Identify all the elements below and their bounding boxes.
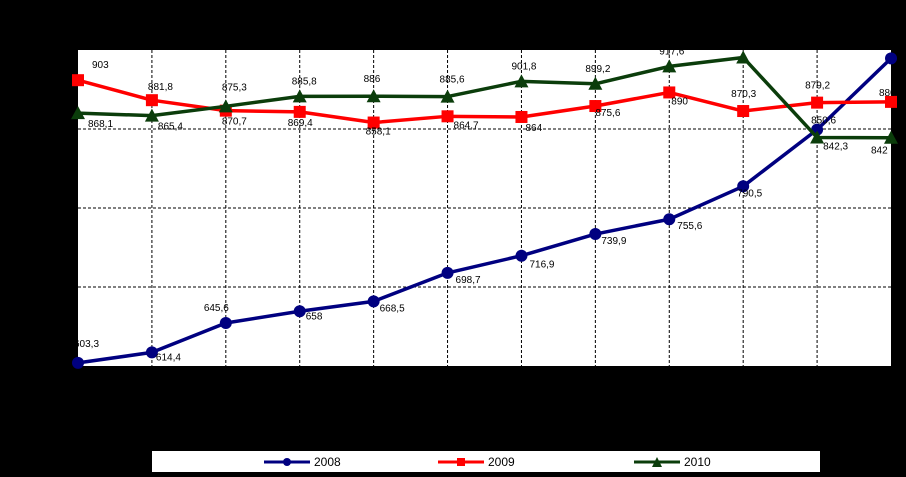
data-point-2008 bbox=[885, 52, 897, 65]
data-point-2010 bbox=[144, 108, 159, 122]
legend-item-2010: 2010 bbox=[634, 451, 711, 472]
data-point-2008 bbox=[145, 346, 158, 359]
data-point-2008 bbox=[737, 180, 750, 193]
data-label-2008: 716,9 bbox=[529, 260, 554, 271]
data-label-2008: 850,6 bbox=[811, 116, 836, 127]
legend-item-2009: 2009 bbox=[438, 451, 515, 472]
data-point-2010 bbox=[292, 89, 307, 103]
data-label-2009: 869,4 bbox=[288, 118, 313, 129]
data-label-2010: 927,1 bbox=[737, 37, 762, 48]
data-point-2009 bbox=[589, 100, 602, 113]
data-point-2010 bbox=[514, 74, 529, 88]
data-point-2009 bbox=[811, 96, 824, 109]
data-point-2008 bbox=[367, 295, 380, 308]
data-label-2008: 614,4 bbox=[156, 352, 181, 363]
series-line-2010 bbox=[77, 55, 892, 140]
legend-item-2008: 2008 bbox=[264, 451, 341, 472]
data-label-2009: 880 bbox=[879, 88, 896, 99]
data-point-2010 bbox=[218, 99, 233, 113]
legend-label-2008: 2008 bbox=[314, 454, 341, 469]
data-label-2008: 790,5 bbox=[737, 188, 762, 199]
data-point-2009 bbox=[367, 116, 380, 129]
data-point-2010 bbox=[810, 130, 825, 144]
data-point-2008 bbox=[441, 266, 454, 279]
data-label-2010: 899,2 bbox=[585, 64, 610, 75]
data-label-2009: 879,2 bbox=[805, 81, 830, 92]
data-label-2010: 901,8 bbox=[511, 61, 536, 72]
data-point-2008 bbox=[515, 249, 528, 262]
series-line-2008 bbox=[77, 57, 893, 365]
data-label-2009: 864,7 bbox=[454, 120, 479, 131]
data-point-2008 bbox=[219, 316, 232, 329]
legend: 2008 2009 2010 bbox=[152, 451, 820, 472]
data-point-2009 bbox=[515, 110, 528, 123]
data-label-2008: 645,6 bbox=[204, 303, 229, 314]
legend-marker-2008-icon bbox=[264, 457, 310, 466]
data-label-2008: 739,9 bbox=[601, 236, 626, 247]
data-label-2009: 881,8 bbox=[148, 82, 173, 93]
data-point-2010 bbox=[662, 59, 677, 73]
data-label-2008: 926,1 bbox=[873, 40, 898, 51]
data-point-2009 bbox=[72, 74, 84, 87]
data-label-2010: 885,8 bbox=[292, 76, 317, 87]
data-point-2008 bbox=[72, 356, 84, 369]
legend-label-2010: 2010 bbox=[684, 454, 711, 469]
data-point-2010 bbox=[440, 89, 455, 103]
data-label-2008: 698,7 bbox=[456, 275, 481, 286]
data-label-2010: 865,4 bbox=[158, 122, 183, 133]
data-point-2009 bbox=[737, 105, 750, 118]
data-point-2010 bbox=[884, 130, 898, 144]
data-point-2009 bbox=[145, 94, 158, 107]
data-point-2008 bbox=[589, 228, 602, 241]
data-label-2009: 858,1 bbox=[366, 127, 391, 138]
data-point-2009 bbox=[663, 86, 676, 99]
data-point-2009 bbox=[885, 95, 897, 108]
data-label-2010: 875,3 bbox=[222, 82, 247, 93]
legend-label-2009: 2009 bbox=[488, 454, 515, 469]
data-point-2010 bbox=[736, 50, 751, 64]
data-label-2010: 917,6 bbox=[659, 46, 684, 57]
data-label-2009: 890 bbox=[671, 96, 688, 107]
data-point-2010 bbox=[71, 106, 85, 120]
data-point-2008 bbox=[663, 213, 676, 226]
data-label-2010: 885,6 bbox=[440, 75, 465, 86]
data-label-2008: 755,6 bbox=[677, 221, 702, 232]
data-label-2009: 903 bbox=[92, 60, 109, 71]
data-point-2008 bbox=[293, 305, 306, 318]
data-point-2009 bbox=[293, 105, 306, 118]
data-label-2008: 603,3 bbox=[74, 339, 99, 350]
legend-marker-2009-icon bbox=[438, 457, 484, 466]
data-point-2010 bbox=[588, 76, 603, 90]
data-label-2010: 842,3 bbox=[823, 141, 848, 152]
data-label-2010: 868,1 bbox=[88, 119, 113, 130]
data-label-2010: 886 bbox=[364, 74, 381, 85]
data-label-2009: 864 bbox=[525, 123, 542, 134]
legend-marker-2010-icon bbox=[634, 456, 680, 467]
data-label-2008: 658 bbox=[306, 311, 323, 322]
data-label-2010: 842 bbox=[871, 146, 888, 157]
data-label-2008: 668,5 bbox=[380, 303, 405, 314]
data-label-2009: 870,7 bbox=[222, 117, 247, 128]
data-label-2009: 870,3 bbox=[731, 89, 756, 100]
data-label-2009: 875,6 bbox=[595, 108, 620, 119]
data-point-2009 bbox=[441, 110, 454, 123]
data-point-2010 bbox=[366, 89, 381, 103]
